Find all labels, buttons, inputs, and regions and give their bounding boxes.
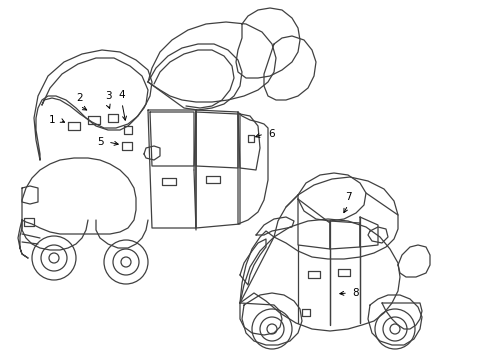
Text: 8: 8: [353, 288, 359, 298]
Text: 3: 3: [105, 91, 111, 101]
Text: 2: 2: [77, 93, 83, 103]
Text: 6: 6: [269, 129, 275, 139]
Text: 4: 4: [119, 90, 125, 100]
Text: 1: 1: [49, 115, 55, 125]
Text: 7: 7: [344, 192, 351, 202]
Text: 5: 5: [97, 137, 103, 147]
